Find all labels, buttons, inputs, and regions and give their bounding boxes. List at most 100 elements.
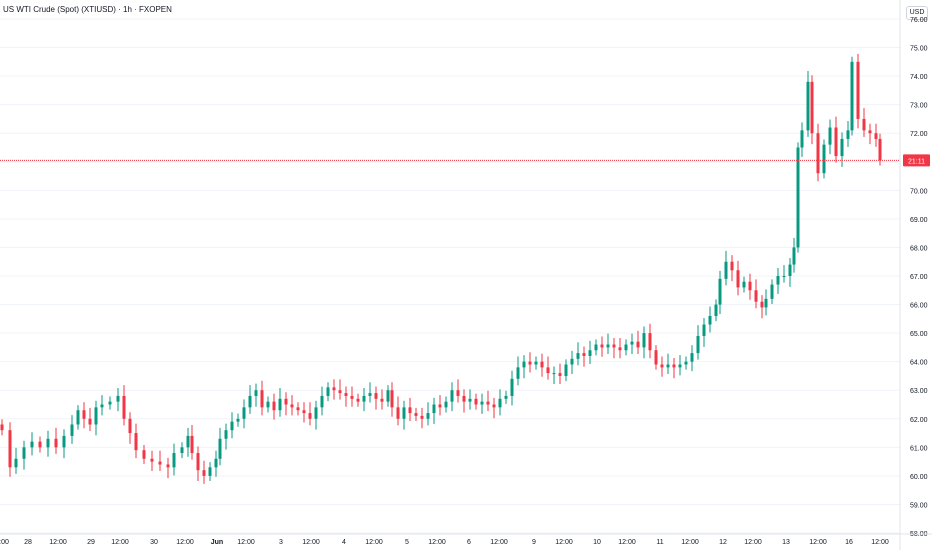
candle-body: [546, 367, 550, 374]
candle-body: [308, 413, 312, 419]
y-tick-label: 64.00: [910, 360, 928, 367]
candle-body: [846, 130, 850, 139]
candle-body: [828, 127, 832, 145]
candle-body: [782, 276, 786, 277]
candle-body: [248, 395, 252, 408]
y-tick-label: 63.00: [910, 388, 928, 395]
candle-body: [368, 393, 372, 396]
x-tick-label: 16: [845, 539, 853, 546]
candle-body: [540, 361, 544, 368]
candle-body: [754, 290, 758, 302]
y-tick-label: 62.00: [910, 417, 928, 424]
candle-body: [438, 404, 442, 408]
candle-body: [320, 395, 324, 408]
candle-body: [806, 81, 810, 131]
x-tick-label: 29: [87, 539, 95, 546]
candle-body: [800, 130, 804, 148]
candle-body: [612, 344, 616, 348]
candle-body: [582, 353, 586, 356]
candle-body: [558, 373, 562, 376]
candle-body: [54, 438, 58, 448]
candle-body: [702, 324, 706, 336]
candle-body: [408, 407, 412, 414]
y-tick-label: 69.00: [910, 217, 928, 224]
candle-body: [630, 341, 634, 345]
x-tick-label: 12: [719, 539, 727, 546]
candle-body: [180, 447, 184, 454]
x-tick-label: 12:00: [681, 539, 699, 546]
candle-body: [172, 453, 176, 468]
candle-body: [534, 361, 538, 365]
x-tick-label: 10: [593, 539, 601, 546]
candle-body: [450, 390, 454, 402]
x-tick-label: 30: [150, 539, 158, 546]
x-tick-label: :00: [0, 539, 9, 546]
candle-body: [350, 395, 354, 399]
candle-body: [648, 333, 652, 351]
candle-body: [504, 395, 508, 399]
candle-body: [186, 435, 190, 448]
candle-body: [158, 461, 162, 465]
y-tick-label: 68.00: [910, 245, 928, 252]
y-tick-label: 75.00: [910, 46, 928, 53]
candle-body: [108, 401, 112, 405]
candle-body: [736, 270, 740, 288]
candle-body: [588, 350, 592, 356]
x-tick-label: 12:00: [49, 539, 67, 546]
candle-body: [718, 278, 722, 305]
y-tick-label: 70.00: [910, 188, 928, 195]
x-tick-label: 12:00: [490, 539, 508, 546]
candle-body: [116, 395, 120, 402]
candle-body: [456, 390, 460, 396]
candle-body: [46, 438, 50, 448]
x-tick-label: 12:00: [871, 539, 889, 546]
candle-body: [516, 367, 520, 379]
x-tick-label: 12:00: [618, 539, 636, 546]
candle-body: [290, 404, 294, 408]
candle-body: [788, 264, 792, 276]
candle-body: [486, 401, 490, 405]
candle-body: [672, 364, 676, 368]
x-tick-label: 12:00: [428, 539, 446, 546]
x-tick-label: 13: [782, 539, 790, 546]
candle-body: [14, 458, 18, 468]
candle-body: [76, 410, 80, 425]
x-tick-label: 12:00: [111, 539, 129, 546]
candle-body: [396, 407, 400, 419]
candle-body: [122, 395, 126, 419]
candle-body: [414, 413, 418, 416]
candle-body: [594, 344, 598, 351]
candle-body: [724, 261, 728, 279]
candle-body: [326, 387, 330, 396]
candle-body: [70, 424, 74, 436]
candle-body: [708, 315, 712, 325]
candle-body: [356, 398, 360, 402]
candle-body: [88, 418, 92, 425]
candle-body: [82, 410, 86, 419]
candle-body: [834, 127, 838, 157]
candle-body: [94, 407, 98, 425]
candle-body: [266, 401, 270, 408]
candle-body: [576, 353, 580, 359]
candle-body: [296, 407, 300, 411]
y-tick-label: 73.00: [910, 103, 928, 110]
candle-body: [284, 398, 288, 405]
candle-body: [474, 398, 478, 405]
candle-body: [142, 450, 146, 459]
x-tick-label: 12:00: [237, 539, 255, 546]
candle-body: [242, 407, 246, 419]
candle-body: [606, 344, 610, 348]
candle-body: [510, 378, 514, 396]
candle-body: [552, 373, 556, 375]
candle-body: [30, 441, 34, 448]
candle-body: [810, 81, 814, 134]
candle-body: [840, 138, 844, 157]
candle-body: [8, 430, 12, 468]
currency-button[interactable]: USD: [906, 6, 928, 20]
x-tick-label: 4: [342, 539, 346, 546]
candle-body: [444, 401, 448, 408]
candle-body: [272, 401, 276, 411]
candle-body: [208, 467, 212, 476]
